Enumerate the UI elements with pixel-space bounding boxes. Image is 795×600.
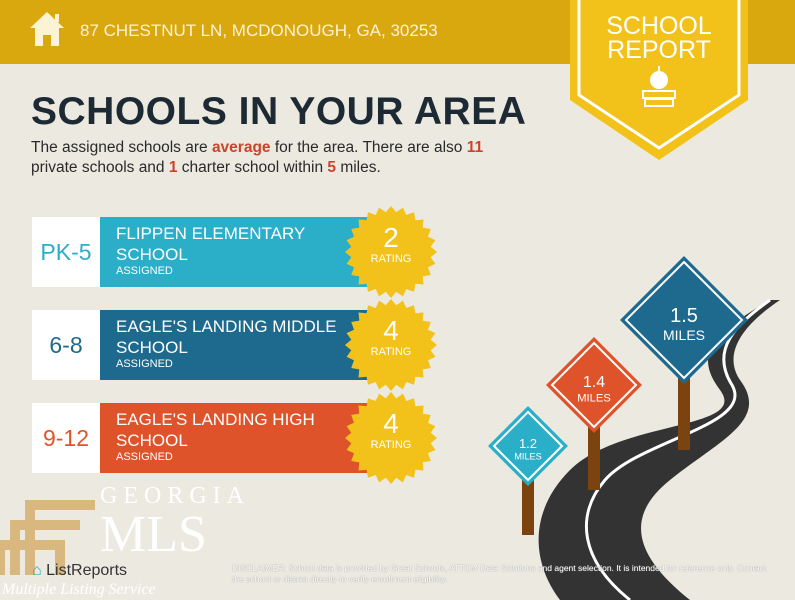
summary-text: The assigned schools are average for the… <box>31 139 484 176</box>
school-name: FLIPPEN ELEMENTARY SCHOOL <box>116 224 305 264</box>
radius-value: 5 <box>327 159 337 176</box>
badge-title: SCHOOL REPORT <box>570 12 748 64</box>
sign-value: 1.5 <box>670 305 698 327</box>
sign-unit: MILES <box>514 452 541 462</box>
school-row: 9-12 EAGLE'S LANDING HIGH SCHOOL ASSIGNED… <box>32 392 452 484</box>
watermark-service: Multiple Listing Service <box>2 581 156 598</box>
apple-books-icon <box>642 66 676 107</box>
sign-unit: MILES <box>663 327 705 343</box>
page-title: SCHOOLS IN YOUR AREA <box>31 90 527 133</box>
school-report-badge <box>570 0 748 160</box>
grade-range: 9-12 <box>32 403 100 473</box>
rating-seal-icon <box>345 392 437 484</box>
school-name: EAGLE'S LANDING HIGH SCHOOL <box>116 410 315 450</box>
assignment-status: ASSIGNED <box>116 265 173 277</box>
school-row: 6-8 EAGLE'S LANDING MIDDLE SCHOOL ASSIGNE… <box>32 299 452 391</box>
assignment-status: ASSIGNED <box>116 451 173 463</box>
sign-value: 1.4 <box>583 374 605 391</box>
mls-logo-mark <box>0 500 95 575</box>
rating-seal-icon <box>345 299 437 391</box>
rating-value: 4 <box>383 315 399 346</box>
private-count: 11 <box>466 139 484 156</box>
watermark-georgia: GEORGIA <box>100 483 250 509</box>
listreports-logo: ⌂ ListReports <box>32 562 127 580</box>
rating-label: RATING <box>370 253 412 265</box>
rating-seal-icon <box>345 206 437 298</box>
school-row: PK-5 FLIPPEN ELEMENTARY SCHOOL ASSIGNED 2… <box>32 206 452 298</box>
sign-value: 1.2 <box>519 436 537 451</box>
sign-unit: MILES <box>577 392 611 404</box>
rating: 2 RATING <box>344 223 438 266</box>
rating-value: 2 <box>383 222 399 253</box>
watermark-mls: MLS <box>100 506 207 563</box>
listreports-icon: ⌂ <box>32 562 42 579</box>
badge-line1: SCHOOL <box>606 12 712 40</box>
grade-range: PK-5 <box>32 217 100 287</box>
grade-range: 6-8 <box>32 310 100 380</box>
assignment-status: ASSIGNED <box>116 358 173 370</box>
rating: 4 RATING <box>344 316 438 359</box>
brand-name: ListReports <box>46 562 128 579</box>
charter-count: 1 <box>168 159 178 176</box>
quality-highlight: average <box>211 139 271 156</box>
rating-value: 4 <box>383 408 399 439</box>
badge-line2: REPORT <box>607 36 711 64</box>
home-icon <box>30 12 64 46</box>
rating-label: RATING <box>370 439 412 451</box>
disclaimer: DISCLAIMER: School data is provided by G… <box>232 563 767 584</box>
school-name: EAGLE'S LANDING MIDDLE SCHOOL <box>116 317 337 357</box>
property-address: 87 CHESTNUT LN, MCDONOUGH, GA, 30253 <box>80 21 438 40</box>
rating-label: RATING <box>370 346 412 358</box>
rating: 4 RATING <box>344 409 438 452</box>
